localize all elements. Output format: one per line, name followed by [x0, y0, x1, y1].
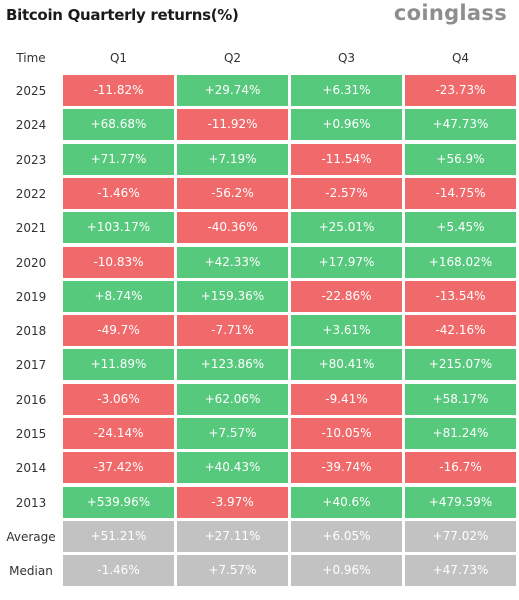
- return-cell-2013-q3: +40.6%: [291, 486, 402, 518]
- return-cell-2024-q4: +47.73%: [405, 109, 516, 141]
- return-cell-2015-q2: +7.57%: [177, 418, 288, 449]
- return-cell-2016-q1: -3.06%: [63, 383, 174, 415]
- return-cell-2020-q1: -10.83%: [63, 246, 174, 278]
- return-cell-2013-q2: -3.97%: [177, 486, 288, 518]
- return-cell-2022-q1: -1.46%: [63, 177, 174, 209]
- row-label-2019: 2019: [15, 289, 47, 304]
- return-cell-2017-q3: +80.41%: [291, 349, 402, 381]
- return-cell-2023-q2: +7.19%: [177, 143, 288, 175]
- return-cell-2020-q4: +168.02%: [405, 246, 516, 278]
- return-cell-2014-q1: -37.42%: [63, 452, 174, 484]
- return-cell-2014-q4: -16.7%: [405, 452, 516, 484]
- row-label-2021: 2021: [15, 221, 47, 236]
- return-cell-2025-q2: +29.74%: [177, 75, 288, 106]
- return-cell-average-q2: +27.11%: [177, 520, 288, 552]
- row-label-2018: 2018: [15, 324, 47, 339]
- return-cell-2015-q4: +81.24%: [405, 418, 516, 449]
- return-cell-2024-q1: +68.68%: [63, 109, 174, 141]
- return-cell-average-q1: +51.21%: [63, 520, 174, 552]
- header-q3: Q3: [337, 51, 356, 65]
- return-cell-2024-q2: -11.92%: [177, 109, 288, 141]
- header-time: Time: [16, 51, 46, 65]
- return-cell-2022-q3: -2.57%: [291, 177, 402, 209]
- return-cell-2025-q4: -23.73%: [405, 75, 516, 106]
- header-q1: Q1: [109, 51, 128, 65]
- return-cell-2020-q3: +17.97%: [291, 246, 402, 278]
- row-label-2016: 2016: [15, 392, 47, 407]
- return-cell-2019-q1: +8.74%: [63, 280, 174, 312]
- return-cell-2017-q1: +11.89%: [63, 349, 174, 381]
- return-cell-2023-q3: -11.54%: [291, 143, 402, 175]
- row-label-2013: 2013: [15, 495, 47, 510]
- return-cell-2017-q2: +123.86%: [177, 349, 288, 381]
- return-cell-2019-q2: +159.36%: [177, 280, 288, 312]
- return-cell-2016-q4: +58.17%: [405, 383, 516, 415]
- row-label-2022: 2022: [15, 186, 47, 201]
- return-cell-average-q4: +77.02%: [405, 520, 516, 552]
- chart-title: Bitcoin Quarterly returns(%): [6, 6, 239, 24]
- return-cell-2017-q4: +215.07%: [405, 349, 516, 381]
- return-cell-2018-q2: -7.71%: [177, 315, 288, 347]
- return-cell-2018-q3: +3.61%: [291, 315, 402, 347]
- row-label-2023: 2023: [15, 152, 47, 167]
- row-label-median: Median: [9, 564, 53, 579]
- return-cell-2019-q4: -13.54%: [405, 280, 516, 312]
- return-cell-2021-q4: +5.45%: [405, 212, 516, 244]
- return-cell-2015-q3: -10.05%: [291, 418, 402, 449]
- return-cell-2021-q1: +103.17%: [63, 212, 174, 244]
- return-cell-2023-q4: +56.9%: [405, 143, 516, 175]
- row-label-2017: 2017: [15, 358, 47, 373]
- return-cell-2019-q3: -22.86%: [291, 280, 402, 312]
- return-cell-2025-q3: +6.31%: [291, 75, 402, 106]
- return-cell-2023-q1: +71.77%: [63, 143, 174, 175]
- row-label-2020: 2020: [15, 255, 47, 270]
- return-cell-2021-q2: -40.36%: [177, 212, 288, 244]
- return-cell-2021-q3: +25.01%: [291, 212, 402, 244]
- return-cell-2015-q1: -24.14%: [63, 418, 174, 449]
- return-cell-2022-q4: -14.75%: [405, 177, 516, 209]
- brand-logo: coinglass: [393, 1, 507, 25]
- return-cell-2020-q2: +42.33%: [177, 246, 288, 278]
- row-label-2015: 2015: [15, 427, 47, 441]
- return-cell-2013-q1: +539.96%: [63, 486, 174, 518]
- return-cell-2018-q4: -42.16%: [405, 315, 516, 347]
- return-cell-median-q2: +7.57%: [177, 555, 288, 587]
- return-cell-2013-q4: +479.59%: [405, 486, 516, 518]
- return-cell-2018-q1: -49.7%: [63, 315, 174, 347]
- return-cell-2016-q3: -9.41%: [291, 383, 402, 415]
- row-label-2025: 2025: [15, 84, 47, 98]
- return-cell-2024-q3: +0.96%: [291, 109, 402, 141]
- header-q2: Q2: [223, 51, 242, 65]
- return-cell-median-q3: +0.96%: [291, 555, 402, 587]
- return-cell-2016-q2: +62.06%: [177, 383, 288, 415]
- return-cell-median-q1: -1.46%: [63, 555, 174, 587]
- return-cell-2022-q2: -56.2%: [177, 177, 288, 209]
- return-cell-average-q3: +6.05%: [291, 520, 402, 552]
- return-cell-2014-q2: +40.43%: [177, 452, 288, 484]
- row-label-average: Average: [6, 529, 56, 544]
- header-q4: Q4: [451, 51, 470, 65]
- row-label-2014: 2014: [15, 461, 47, 476]
- row-label-2024: 2024: [15, 118, 47, 133]
- return-cell-median-q4: +47.73%: [405, 555, 516, 587]
- return-cell-2025-q1: -11.82%: [63, 75, 174, 106]
- return-cell-2014-q3: -39.74%: [291, 452, 402, 484]
